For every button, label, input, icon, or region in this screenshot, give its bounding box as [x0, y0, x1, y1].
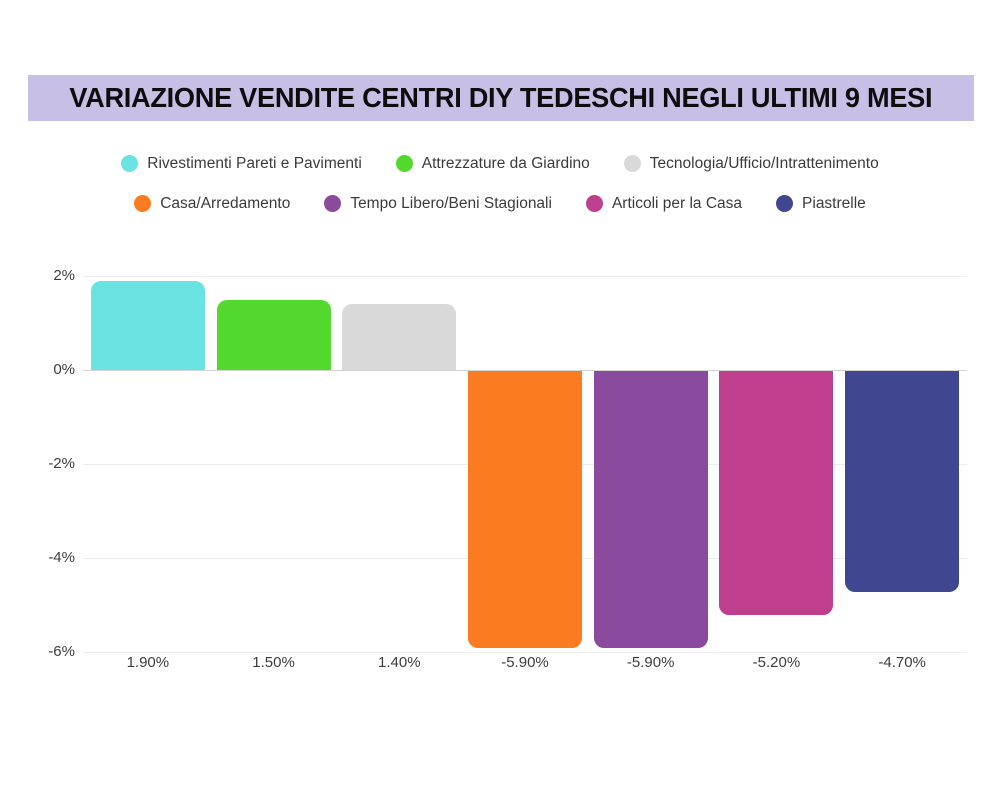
- y-axis-label-6: -6%: [48, 643, 75, 660]
- legend-row-2: Casa/Arredamento Tempo Libero/Beni Stagio…: [134, 184, 866, 223]
- y-axis-label-2: 2%: [53, 267, 75, 284]
- bar-tecnologia-ufficio-intrattenimento[interactable]: [342, 304, 457, 370]
- legend-item-tecnologia-ufficio-intrattenimento[interactable]: Tecnologia/Ufficio/Intrattenimento: [623, 154, 879, 173]
- legend-item-casa-arredamento[interactable]: Casa/Arredamento: [134, 195, 290, 213]
- x-axis-label-1-40: 1.40%: [378, 654, 421, 671]
- x-axis-label-5-90: -5.90%: [626, 654, 675, 671]
- legend-swatch-icon: [134, 195, 152, 212]
- legend-item-label: Rivestimenti Pareti e Pavimenti: [147, 154, 362, 172]
- legend-item-label: Articoli per la Casa: [611, 194, 743, 212]
- legend-item-piastrelle[interactable]: Piastrelle: [776, 195, 866, 213]
- legend-row-1: Rivestimenti Pareti e Pavimenti Attrezzat…: [121, 144, 879, 183]
- bar-rivestimenti-pareti-e-pavimenti[interactable]: [90, 280, 205, 370]
- chart-legend: Rivestimenti Pareti e Pavimenti Attrezzat…: [0, 144, 1000, 223]
- legend-swatch-icon: [623, 155, 641, 172]
- bar-tempo-libero-beni-stagionali[interactable]: [593, 371, 708, 649]
- x-axis-label-1-90: 1.90%: [126, 654, 170, 671]
- title-banner: VARIAZIONE VENDITE CENTRI DIY TEDESCHI N…: [28, 75, 974, 121]
- legend-item-label: Tempo Libero/Beni Stagionali: [350, 194, 552, 212]
- chart-title: VARIAZIONE VENDITE CENTRI DIY TEDESCHI N…: [69, 82, 933, 113]
- legend-swatch-icon: [585, 195, 603, 212]
- gridline-2: [83, 276, 967, 277]
- legend-item-label: Piastrelle: [802, 194, 866, 212]
- legend-item-tempo-libero-beni-stagionali[interactable]: Tempo Libero/Beni Stagionali: [324, 195, 552, 213]
- x-axis-label-1-50: 1.50%: [252, 654, 295, 671]
- x-axis-label-5-90: -5.90%: [501, 654, 549, 671]
- legend-item-label: Casa/Arredamento: [160, 194, 291, 212]
- legend-swatch-icon: [121, 155, 139, 172]
- x-axis-label-4-70: -4.70%: [878, 654, 926, 671]
- y-axis-label-0: 0%: [53, 361, 75, 378]
- x-axis-label-5-20: -5.20%: [752, 654, 801, 671]
- bar-attrezzature-da-giardino[interactable]: [216, 299, 331, 370]
- legend-item-rivestimenti-pareti-e-pavimenti[interactable]: Rivestimenti Pareti e Pavimenti: [121, 155, 362, 173]
- legend-swatch-icon: [324, 195, 342, 212]
- gridline-0: [83, 370, 967, 371]
- legend-item-attrezzature-da-giardino[interactable]: Attrezzature da Giardino: [395, 154, 590, 173]
- gridline-6: [83, 652, 967, 653]
- y-axis-label-2: -2%: [48, 455, 75, 472]
- legend-item-label: Attrezzature da Giardino: [421, 154, 590, 172]
- y-axis-label-4: -4%: [48, 549, 75, 566]
- legend-item-articoli-per-la-casa[interactable]: Articoli per la Casa: [585, 194, 743, 213]
- bar-articoli-per-la-casa[interactable]: [719, 371, 834, 616]
- bar-casa-arredamento[interactable]: [468, 371, 582, 649]
- bar-piastrelle[interactable]: [845, 371, 960, 592]
- legend-item-label: Tecnologia/Ufficio/Intrattenimento: [649, 154, 879, 172]
- legend-swatch-icon: [776, 195, 794, 212]
- legend-swatch-icon: [395, 155, 413, 172]
